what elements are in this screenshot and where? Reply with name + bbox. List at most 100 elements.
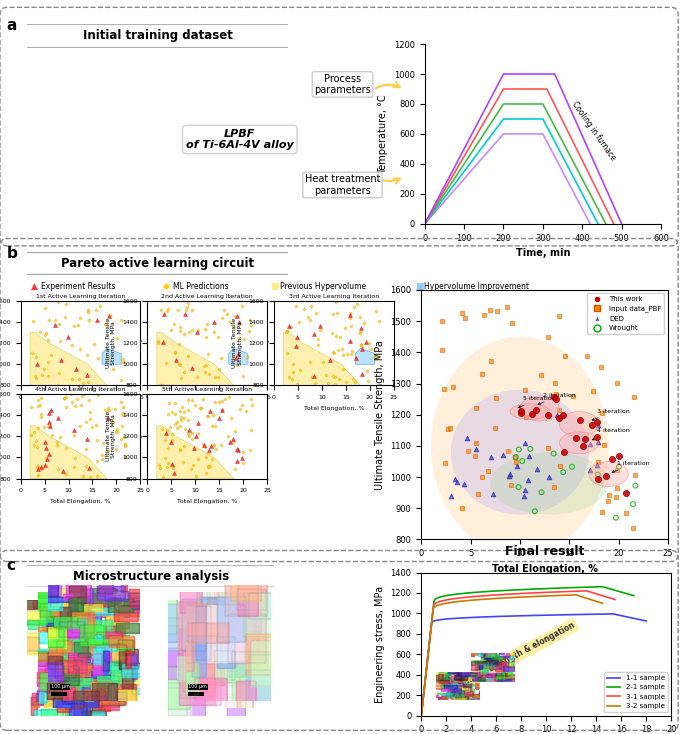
Polygon shape [51,588,67,608]
Polygon shape [18,633,39,653]
1-1 sample [622,612,630,621]
Point [117,407,128,419]
Polygon shape [32,627,59,631]
Input data_PBF [509,451,520,462]
Point [216,352,227,364]
Polygon shape [81,661,88,670]
This work [578,440,589,452]
Point [82,376,93,388]
Point [305,314,316,326]
Point [29,426,40,438]
Input data_PBF [469,450,480,462]
Line: 3-1 sample: 3-1 sample [421,591,615,716]
Polygon shape [28,621,39,628]
Point [44,416,55,428]
Point [236,452,247,464]
DED [503,470,514,482]
Polygon shape [66,611,88,622]
Point [173,357,184,369]
Point [340,376,351,388]
Point [337,349,348,361]
Input data_PBF [479,310,490,321]
DED [585,465,596,476]
Point [179,406,190,418]
Point [229,351,240,363]
Polygon shape [49,648,63,665]
Point [192,324,203,335]
Point [76,390,87,401]
Point [178,412,189,424]
Polygon shape [111,597,121,603]
Input data_PBF [611,482,622,493]
Point [92,352,103,364]
Polygon shape [207,605,245,661]
Point [45,349,56,361]
Polygon shape [83,644,108,655]
Polygon shape [40,709,63,718]
Point [282,325,292,337]
Text: ■: ■ [414,282,423,291]
Point [290,341,301,352]
Point [184,430,195,442]
Point [68,424,79,436]
Polygon shape [92,679,106,692]
Polygon shape [48,652,63,669]
Ellipse shape [510,404,549,419]
Point [40,329,51,341]
Polygon shape [216,597,246,642]
Point [352,298,363,310]
Polygon shape [115,666,123,676]
Point [75,399,86,410]
Point [87,421,98,433]
Input data_PBF [519,384,530,396]
Point [208,326,219,338]
Point [356,323,367,335]
Point [65,388,76,400]
Bar [188,691,203,697]
Point [71,363,82,375]
Polygon shape [27,611,51,624]
Polygon shape [71,599,77,609]
Point [28,316,39,327]
Point [366,343,377,355]
Polygon shape [56,664,69,672]
Input data_PBF [438,383,449,395]
Point [208,440,219,451]
Point [238,446,249,458]
Polygon shape [237,682,253,722]
Point [158,471,169,483]
Polygon shape [66,583,91,597]
Polygon shape [53,697,72,708]
Polygon shape [50,600,62,617]
Point [209,316,220,327]
Point [160,434,171,446]
Polygon shape [106,616,123,631]
Point [72,319,83,331]
Polygon shape [57,705,71,713]
Polygon shape [164,602,196,650]
2-1 sample [543,584,551,593]
Polygon shape [208,598,240,635]
Polygon shape [232,585,245,632]
Y-axis label: Ultimate Tensile
Strength, MPa: Ultimate Tensile Strength, MPa [105,318,116,368]
Point [162,408,173,420]
Polygon shape [162,618,188,642]
Polygon shape [31,653,48,669]
This work [600,470,611,482]
Polygon shape [82,639,97,647]
Point [203,349,214,360]
DED [449,473,460,484]
Polygon shape [119,640,132,650]
Point [237,457,248,469]
Text: ■: ■ [271,282,279,291]
Wrought [593,469,603,481]
Point [179,308,190,319]
Point [103,404,114,416]
Point [63,331,74,343]
Input data_PBF [593,456,603,468]
Text: 100 μm: 100 μm [51,684,70,689]
Input data_PBF [471,402,482,414]
Polygon shape [82,706,87,717]
Polygon shape [29,649,51,662]
Polygon shape [222,642,250,686]
